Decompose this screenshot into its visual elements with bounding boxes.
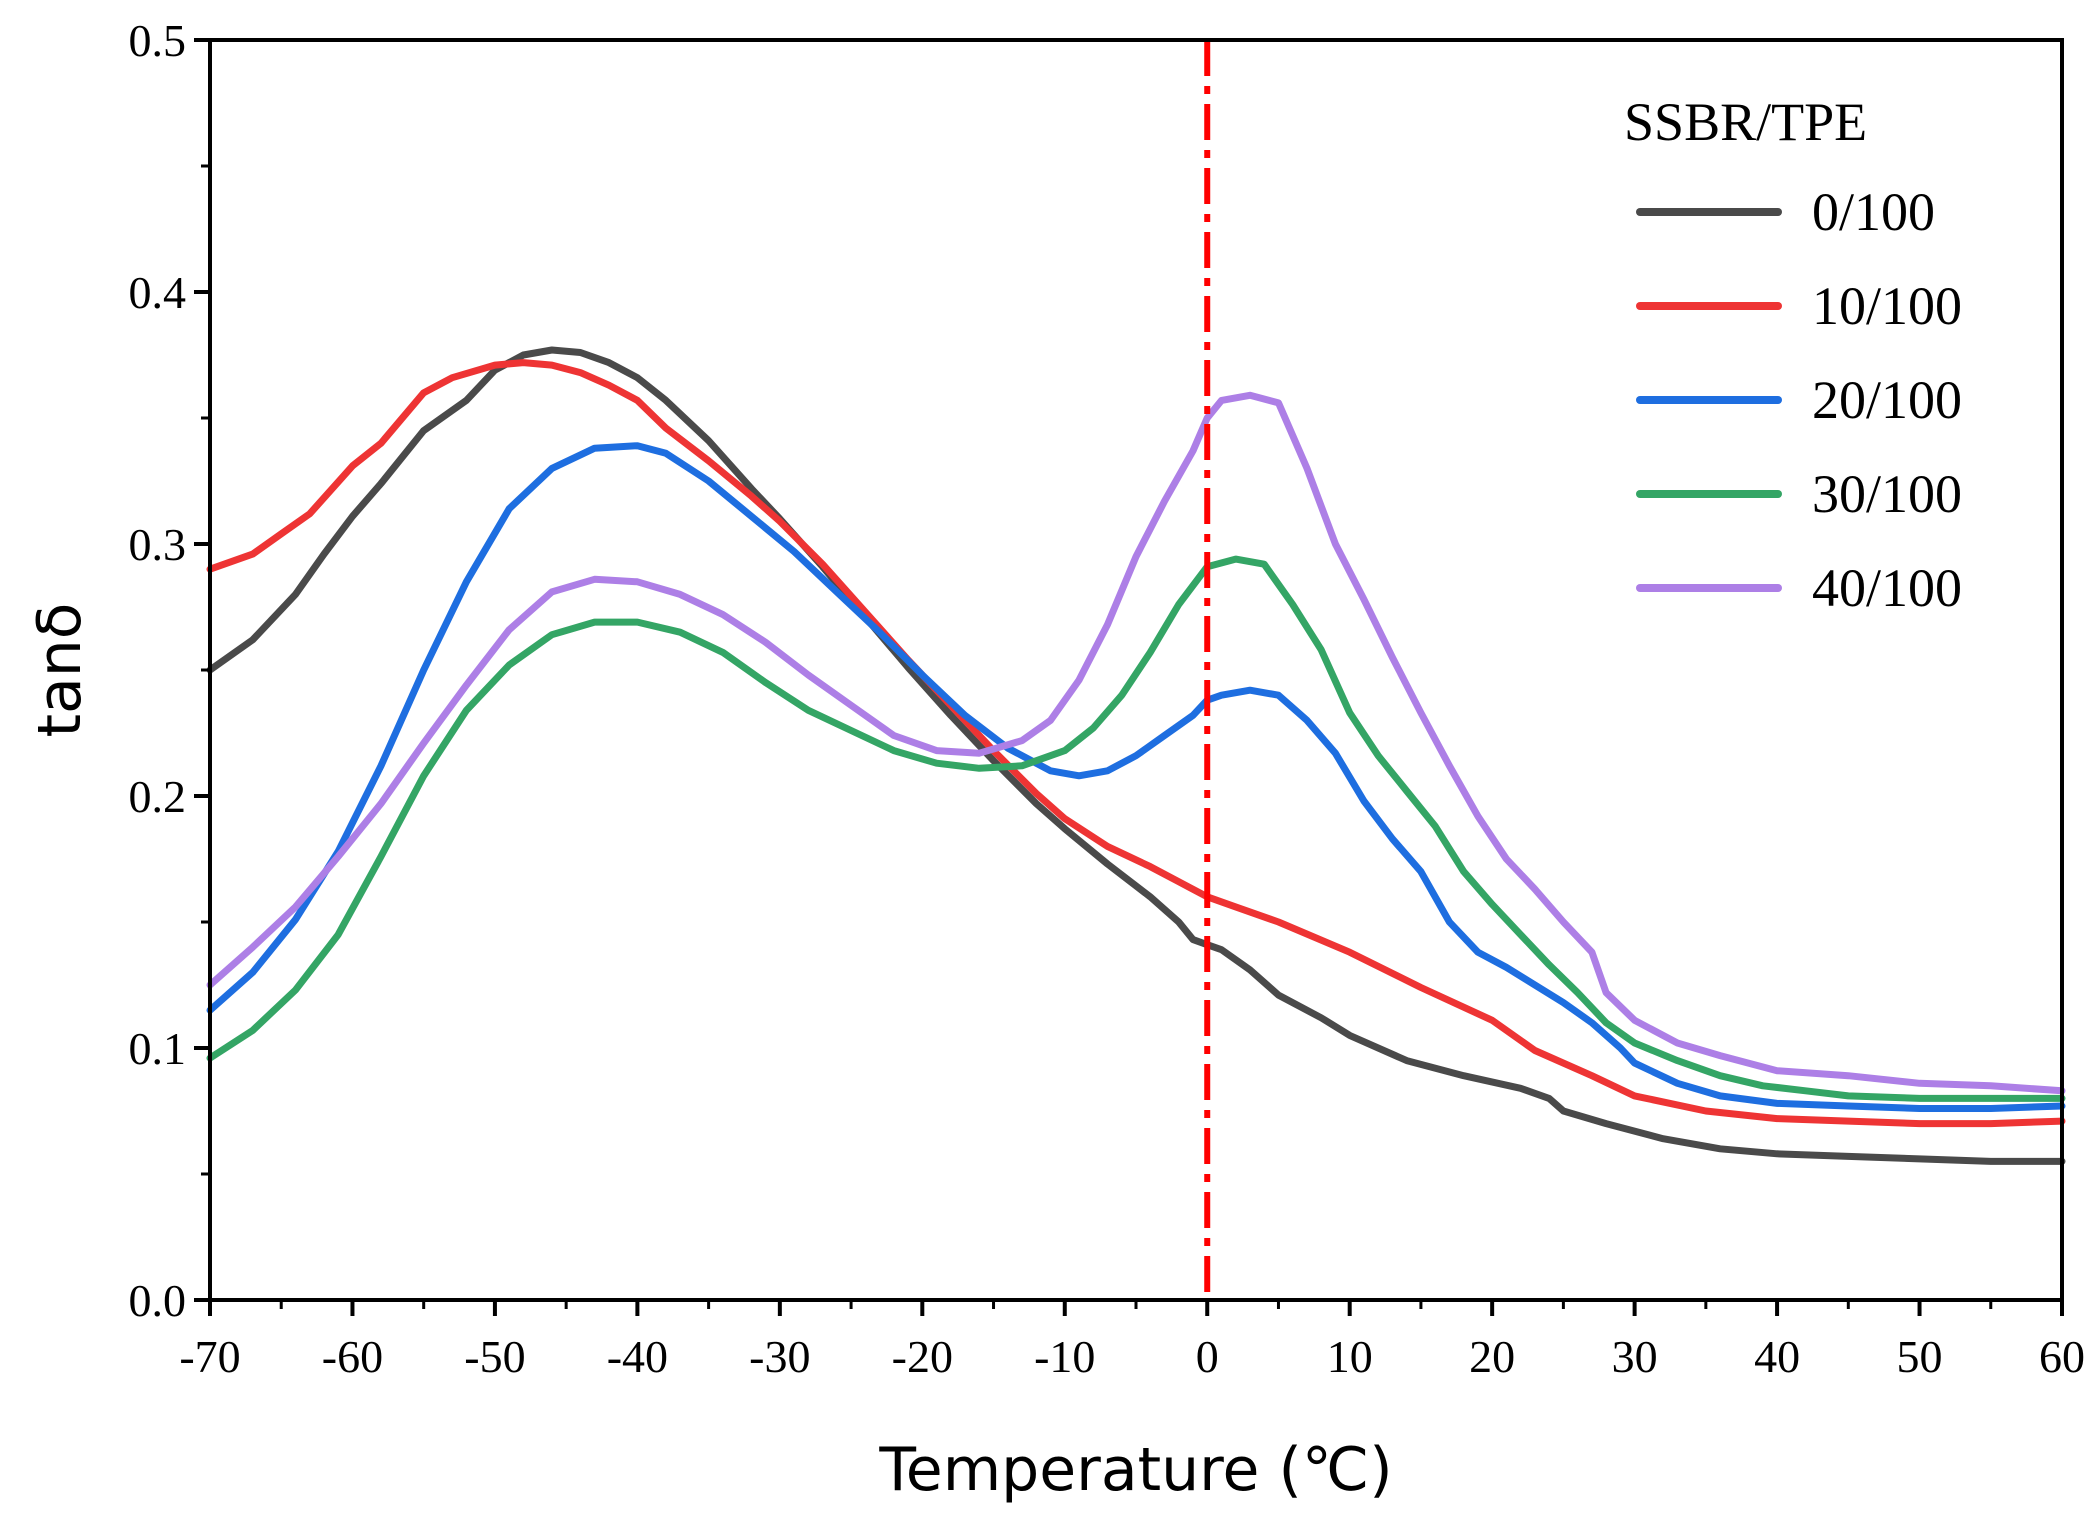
x-tick-label: -10 <box>1034 1331 1095 1382</box>
x-tick-label: -40 <box>607 1331 668 1382</box>
x-tick-label: 60 <box>2039 1331 2085 1382</box>
x-tick-label: -50 <box>464 1331 525 1382</box>
legend-label: 10/100 <box>1812 276 1962 336</box>
legend-label: 30/100 <box>1812 464 1962 524</box>
x-tick-label: 30 <box>1612 1331 1658 1382</box>
y-tick-label: 0.2 <box>129 771 187 822</box>
x-axis-ticks: -70 -60 -50 -40 -30 -20 -10 0 10 20 30 40 50 60 <box>179 1300 2085 1382</box>
legend-label: 0/100 <box>1812 182 1935 242</box>
series-layer <box>206 346 2066 1165</box>
y-tick-label: 0.0 <box>129 1275 187 1326</box>
y-tick-label: 0.4 <box>129 267 187 318</box>
x-tick-label: 0 <box>1196 1331 1219 1382</box>
y-tick-label: 0.3 <box>129 519 187 570</box>
series-line-10-100 <box>206 359 2066 1128</box>
x-tick-label: 40 <box>1754 1331 1800 1382</box>
series-line-0-100 <box>206 346 2066 1165</box>
series-line-20-100 <box>206 442 2066 1112</box>
x-tick-label: 20 <box>1469 1331 1515 1382</box>
legend-label: 40/100 <box>1812 558 1962 618</box>
y-tick-label: 0.1 <box>129 1023 187 1074</box>
x-tick-label: -60 <box>322 1331 383 1382</box>
x-tick-label: -70 <box>179 1331 240 1382</box>
y-tick-label: 0.5 <box>129 15 187 66</box>
x-axis-title: Temperature (℃) <box>878 1435 1392 1505</box>
legend-label: 20/100 <box>1812 370 1962 430</box>
x-tick-label: 10 <box>1327 1331 1373 1382</box>
y-axis-ticks: 0.0 0.1 0.2 0.3 0.4 0.5 <box>129 15 210 1326</box>
legend-title: SSBR/TPE <box>1624 92 1867 152</box>
x-tick-label: -20 <box>892 1331 953 1382</box>
y-axis-title: tanδ <box>25 602 95 737</box>
legend: SSBR/TPE 0/100 10/100 20/100 30/100 40/100 <box>1624 92 1962 618</box>
x-tick-label: -30 <box>749 1331 810 1382</box>
series-line-30-100 <box>206 555 2066 1102</box>
series-line-40-100 <box>206 391 2066 1095</box>
x-tick-label: 50 <box>1897 1331 1943 1382</box>
